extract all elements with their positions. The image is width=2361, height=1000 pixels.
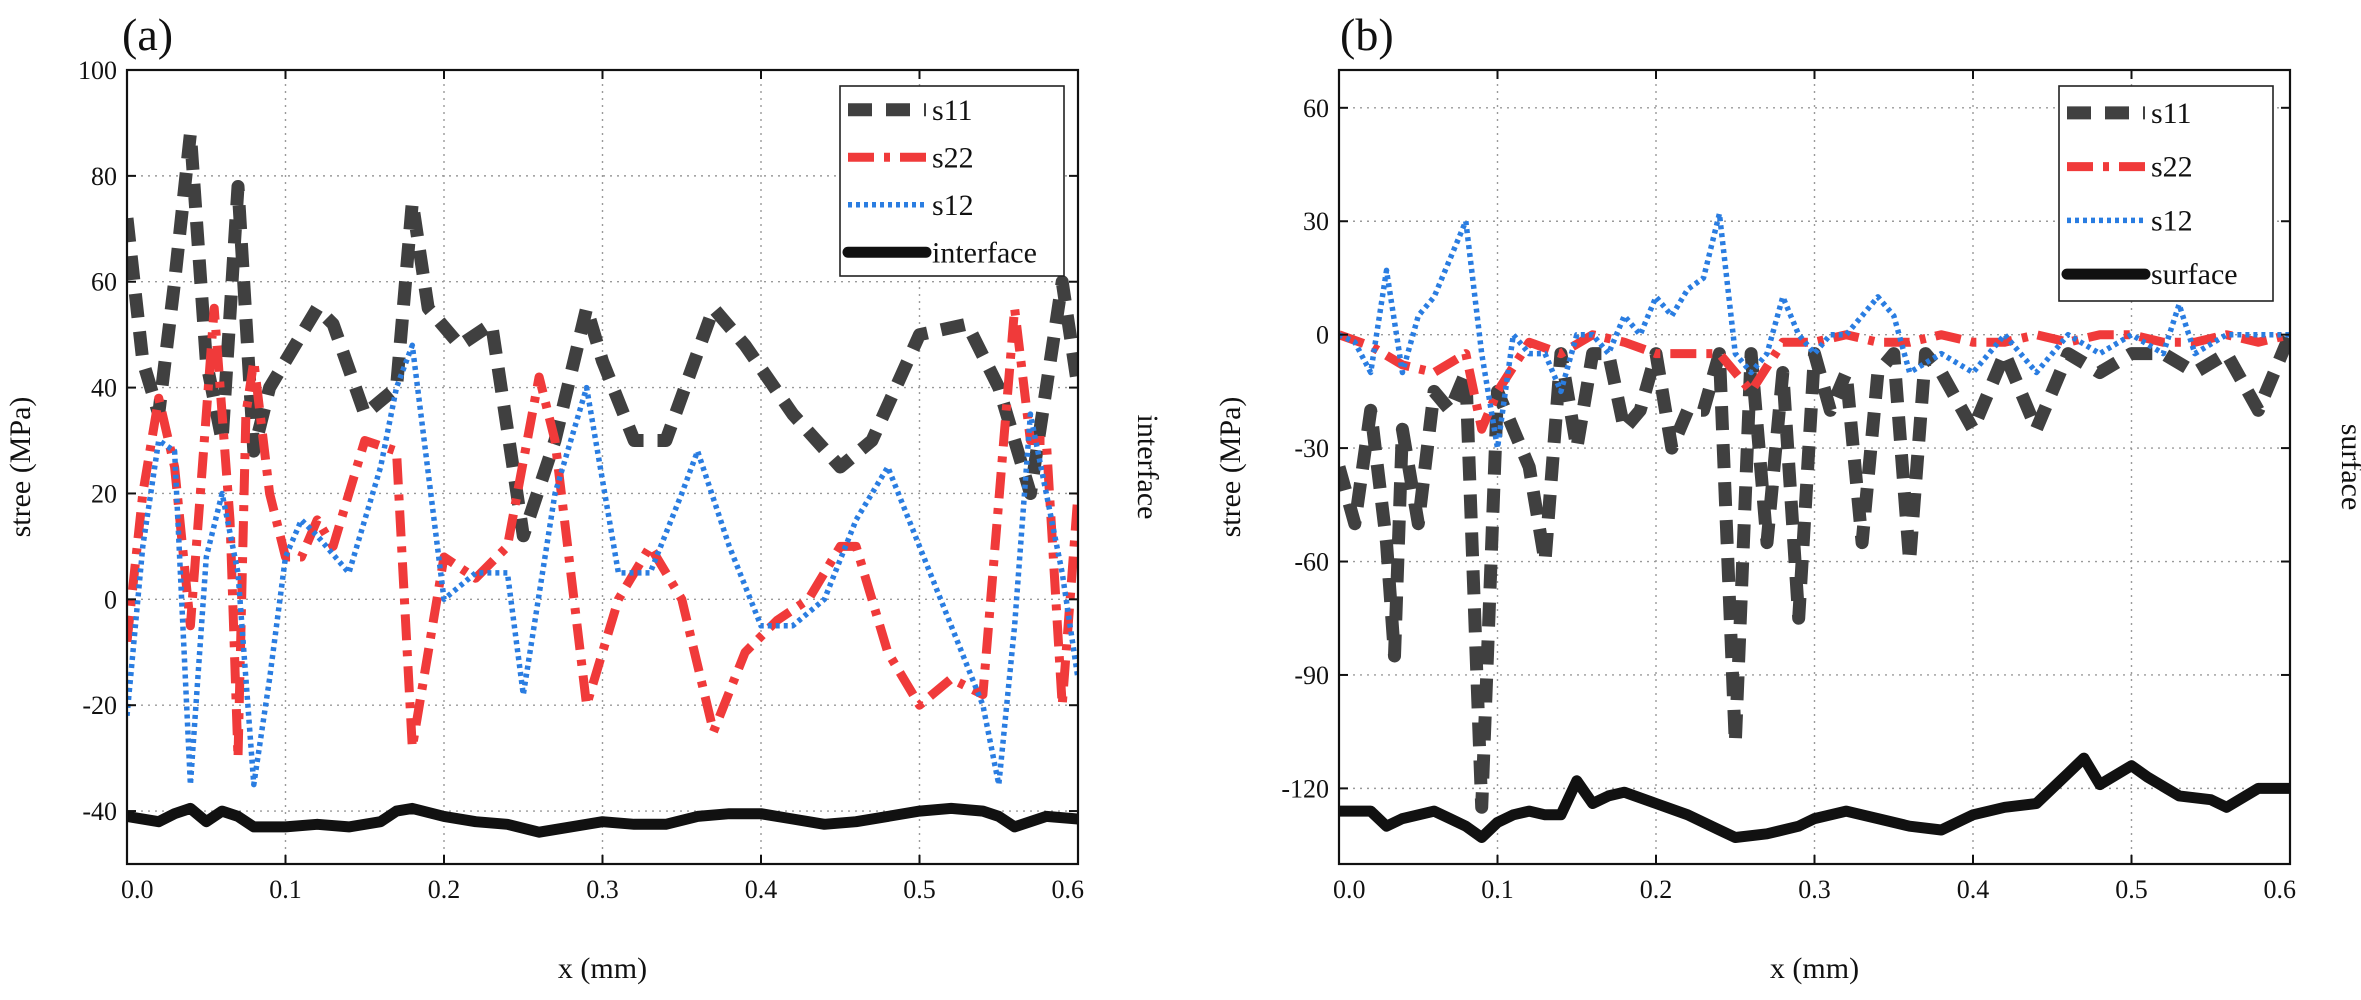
legend-label-s11: s11 [2151, 97, 2192, 130]
chart-a: 0.0 0.1 0.2 0.3 0.4 0.5 0.6 -40 -20 0 20 40 60 80 100(… [4, 9, 1164, 985]
x-tick-label: 0.2 [1640, 875, 1673, 904]
x-tick-label: 0.1 [1481, 875, 1514, 904]
y-tick-label: 30 [1303, 207, 1329, 236]
x-tick-label: 0.5 [2115, 875, 2148, 904]
x-axis-label: x (mm) [1770, 952, 1859, 985]
series-line-s11 [127, 127, 1078, 543]
legend-label-s11: s11 [932, 94, 973, 127]
y-tick-label: 20 [91, 479, 117, 508]
y-tick-label: 0 [104, 585, 117, 614]
y-tick-label: -60 [1294, 548, 1329, 577]
y-tick-label: 80 [91, 162, 117, 191]
x-tick-label: 0.4 [745, 875, 778, 904]
x-tick-label: 0.1 [269, 875, 302, 904]
legend-label-surface: surface [2151, 258, 2238, 291]
series-line-s12 [1339, 210, 2290, 451]
x-tick-label: 0.5 [903, 875, 936, 904]
legend-box [839, 85, 1065, 277]
y-tick-label: 40 [91, 374, 117, 403]
series-group [1339, 210, 2290, 843]
right-axis-label: interface [1131, 415, 1164, 520]
legend-label-s12: s12 [2151, 204, 2193, 237]
y-tick-label: -30 [1294, 434, 1329, 463]
legend-label-interface: interface [932, 236, 1037, 269]
series-line-s11 [1339, 332, 2290, 814]
x-tick-label: 0.3 [586, 875, 619, 904]
y-tick-label: -20 [82, 691, 117, 720]
legend-label-s12: s12 [932, 189, 974, 222]
y-tick-label: 60 [91, 268, 117, 297]
legend: s11 s22 s12 surface [2058, 85, 2274, 302]
legend: s11 s22 s12 interface [839, 85, 1065, 277]
legend-label-s22: s22 [2151, 151, 2193, 184]
x-tick-label: 0.2 [428, 875, 461, 904]
x-tick-label: 0.4 [1957, 875, 1990, 904]
series-group [127, 127, 1078, 838]
chart-b: 0.0 0.1 0.2 0.3 0.4 0.5 0.6 -120 -90 -60 -30 0 30 60 (… [1214, 9, 2361, 985]
x-tick-label: 0.6 [1052, 875, 1085, 904]
x-axis-label: x (mm) [558, 952, 647, 985]
x-tick-label: 0.0 [121, 875, 154, 904]
y-tick-label: 100 [78, 56, 117, 85]
x-tick-label: 0.0 [1333, 875, 1366, 904]
panel-label: (a) [122, 9, 173, 60]
series-line-interface [127, 802, 1078, 838]
y-tick-label: -120 [1281, 774, 1329, 803]
series-line-s22 [1339, 330, 2290, 434]
panel-label: (b) [1340, 9, 1394, 60]
series-line-s22 [127, 303, 1078, 763]
legend-label-s22: s22 [932, 141, 974, 174]
x-tick-label: 0.3 [1798, 875, 1831, 904]
y-tick-label: 60 [1303, 94, 1329, 123]
right-axis-label: surface [2335, 424, 2361, 511]
x-tick-label: 0.6 [2264, 875, 2297, 904]
y-tick-label: 0 [1316, 321, 1329, 350]
series-line-surface [1339, 752, 2290, 843]
y-axis-label: stree (MPa) [1214, 397, 1247, 538]
y-axis-label: stree (MPa) [4, 397, 37, 538]
legend-box [2058, 85, 2274, 302]
y-tick-label: -90 [1294, 661, 1329, 690]
y-tick-label: -40 [82, 797, 117, 826]
